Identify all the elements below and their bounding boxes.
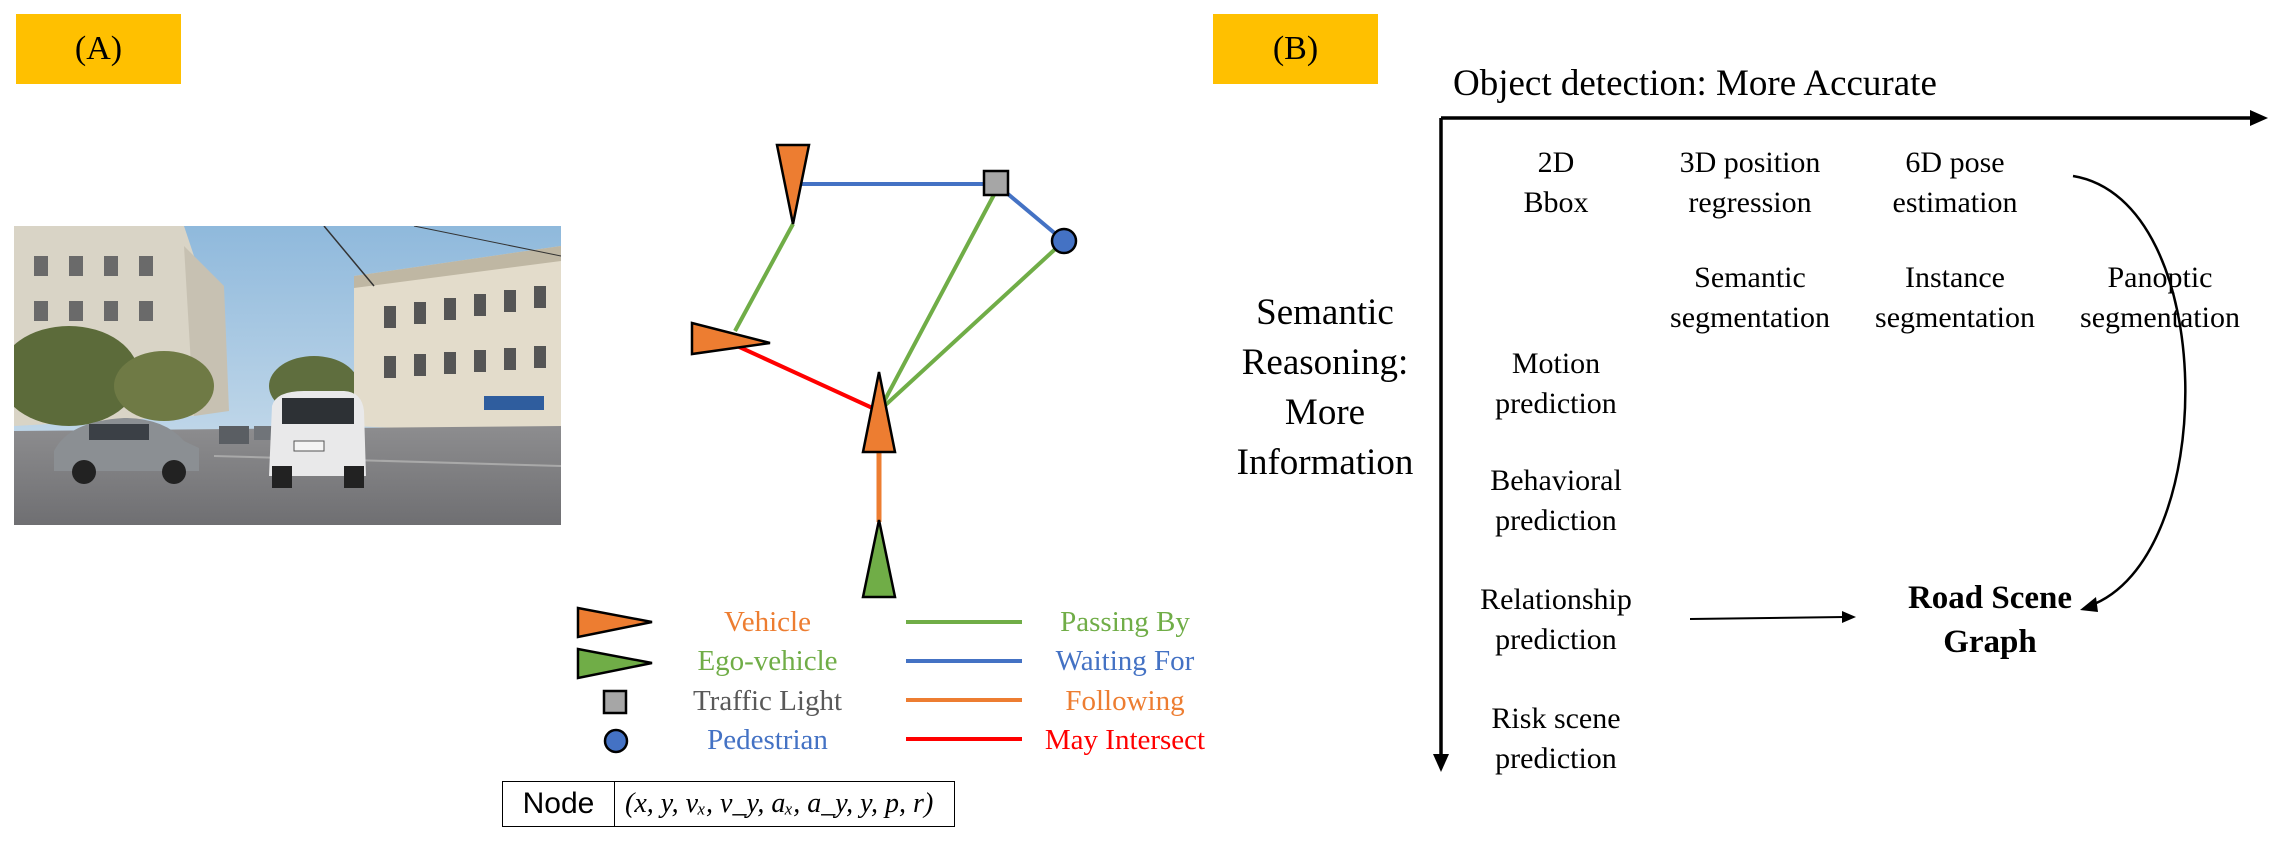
x-axis-arrowhead (2250, 110, 2268, 126)
node-table-header: Node (503, 782, 615, 826)
legend-traffic-light-label: Traffic Light (692, 685, 843, 717)
method-3d-position-regression: 3D position regression (1679, 146, 1821, 219)
relationship-arrowhead (1842, 611, 1856, 623)
panel-b-tag: (B) (1213, 14, 1378, 84)
ego-vehicle-triangle-icon (576, 647, 653, 680)
road-scene-graph-target: Road Scene Graph (1907, 580, 2073, 660)
pose-to-graph-curve-arrow (2072, 174, 2187, 608)
method-behavioral-prediction: Behavioral prediction (1490, 464, 1622, 537)
method-panoptic-segmentation: Panoptic segmentation (2080, 261, 2240, 334)
panel-a-tag: (A) (16, 14, 181, 84)
method-relationship-prediction: Relationship prediction (1480, 583, 1632, 656)
method-6d-pose-estimation: 6D pose estimation (1892, 146, 2018, 219)
legend-vehicle-label: Vehicle (724, 606, 811, 638)
legend-ego-vehicle-label: Ego-vehicle (697, 645, 838, 677)
method-motion-prediction: Motion prediction (1495, 347, 1617, 420)
vehicle-triangle-icon (576, 606, 653, 639)
traffic-light-node-icon (982, 169, 1010, 197)
pedestrian-circle-icon (603, 728, 629, 754)
traffic-light-square-icon (602, 689, 628, 715)
legend-pedestrian-label: Pedestrian (707, 724, 828, 756)
legend-may-intersect-label: May Intersect (1044, 724, 1206, 756)
vehicle-node-icon (861, 371, 897, 454)
vehicle-node-icon (690, 321, 771, 356)
y-axis-arrowhead (1433, 754, 1449, 772)
method-semantic-segmentation: Semantic segmentation (1670, 261, 1830, 334)
edge-passing-by (877, 239, 1066, 413)
method-instance-segmentation: Instance segmentation (1875, 261, 2035, 334)
method-2d-bbox: 2D Bbox (1523, 146, 1589, 219)
node-attribute-table: Node (x, y, vₓ, v_y, aₓ, a_y, y, p, r) (502, 781, 955, 827)
street-scene-photo (14, 226, 561, 525)
vehicle-node-icon (775, 143, 811, 225)
node-table-attributes: (x, y, vₓ, v_y, aₓ, a_y, y, p, r) (625, 788, 934, 819)
edge-passing-by (733, 223, 795, 332)
edge-passing-by (877, 190, 998, 412)
method-risk-scene-prediction: Risk scene prediction (1491, 702, 1621, 775)
legend-passing-by-label: Passing By (1060, 606, 1190, 638)
edge-may-intersect (734, 343, 880, 413)
legend-waiting-for-label: Waiting For (1055, 645, 1195, 677)
y-axis-label: Semantic Reasoning: More Information (1236, 292, 1414, 483)
x-axis-label: Object detection: More Accurate (1453, 63, 1937, 104)
relationship-to-graph-arrow (1689, 616, 1846, 620)
curve-arrowhead (2080, 597, 2098, 612)
pedestrian-node-icon (1050, 227, 1078, 255)
legend-following-label: Following (1065, 685, 1185, 717)
ego-vehicle-node-icon (861, 519, 897, 599)
